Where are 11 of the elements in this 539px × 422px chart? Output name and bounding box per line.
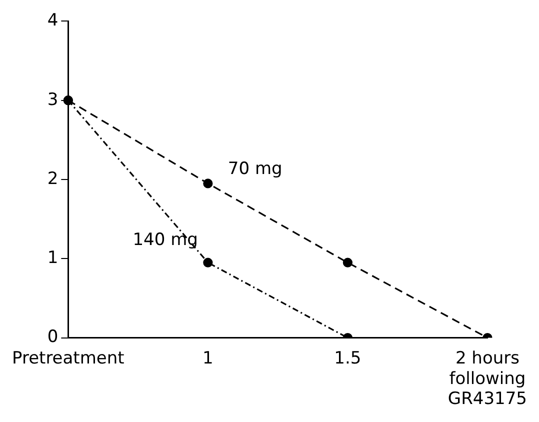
y-tick-label: 1 bbox=[47, 248, 58, 268]
series-label: 140 mg bbox=[132, 230, 198, 250]
y-tick-label: 2 bbox=[47, 168, 58, 189]
x-tick-label: 1 bbox=[202, 348, 214, 368]
x-tick-label: 2 hours following GR43175 bbox=[448, 348, 528, 410]
x-tick-label: Pretreatment bbox=[12, 348, 125, 368]
y-tick-label: 3 bbox=[47, 90, 58, 110]
y-tick-label: 0 bbox=[47, 327, 58, 348]
series-label: 70 mg bbox=[228, 158, 282, 179]
x-tick-label: 1.5 bbox=[334, 348, 362, 368]
y-tick-label: 4 bbox=[47, 10, 58, 31]
